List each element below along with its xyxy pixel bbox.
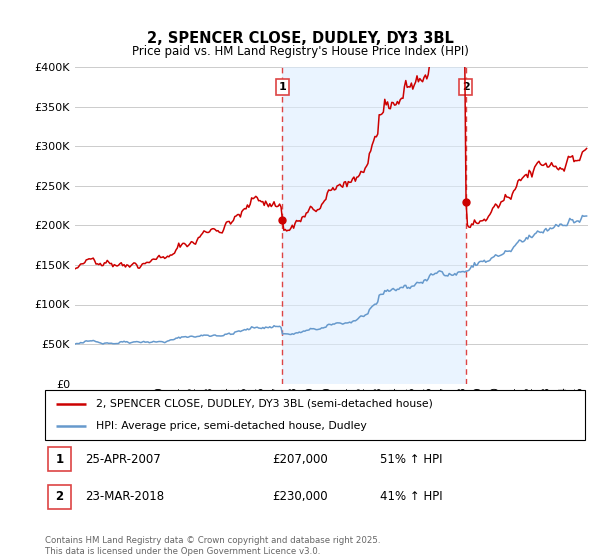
Text: 2, SPENCER CLOSE, DUDLEY, DY3 3BL (semi-detached house): 2, SPENCER CLOSE, DUDLEY, DY3 3BL (semi-… <box>96 399 433 409</box>
Text: Contains HM Land Registry data © Crown copyright and database right 2025.
This d: Contains HM Land Registry data © Crown c… <box>45 536 380 556</box>
Text: 1: 1 <box>56 452 64 465</box>
Text: 2: 2 <box>462 82 470 92</box>
Bar <box>282 67 466 384</box>
Text: 41% ↑ HPI: 41% ↑ HPI <box>380 491 442 503</box>
Text: 23-MAR-2018: 23-MAR-2018 <box>86 491 164 503</box>
Text: £207,000: £207,000 <box>272 452 328 465</box>
Text: 51% ↑ HPI: 51% ↑ HPI <box>380 452 442 465</box>
Text: Price paid vs. HM Land Registry's House Price Index (HPI): Price paid vs. HM Land Registry's House … <box>131 45 469 58</box>
Text: 1: 1 <box>278 82 286 92</box>
Text: HPI: Average price, semi-detached house, Dudley: HPI: Average price, semi-detached house,… <box>96 421 367 431</box>
Text: 25-APR-2007: 25-APR-2007 <box>86 452 161 465</box>
FancyBboxPatch shape <box>45 390 585 440</box>
Bar <box>48 485 71 509</box>
Bar <box>48 447 71 471</box>
Text: 2: 2 <box>56 491 64 503</box>
Text: £230,000: £230,000 <box>272 491 328 503</box>
Text: 2, SPENCER CLOSE, DUDLEY, DY3 3BL: 2, SPENCER CLOSE, DUDLEY, DY3 3BL <box>146 31 454 46</box>
